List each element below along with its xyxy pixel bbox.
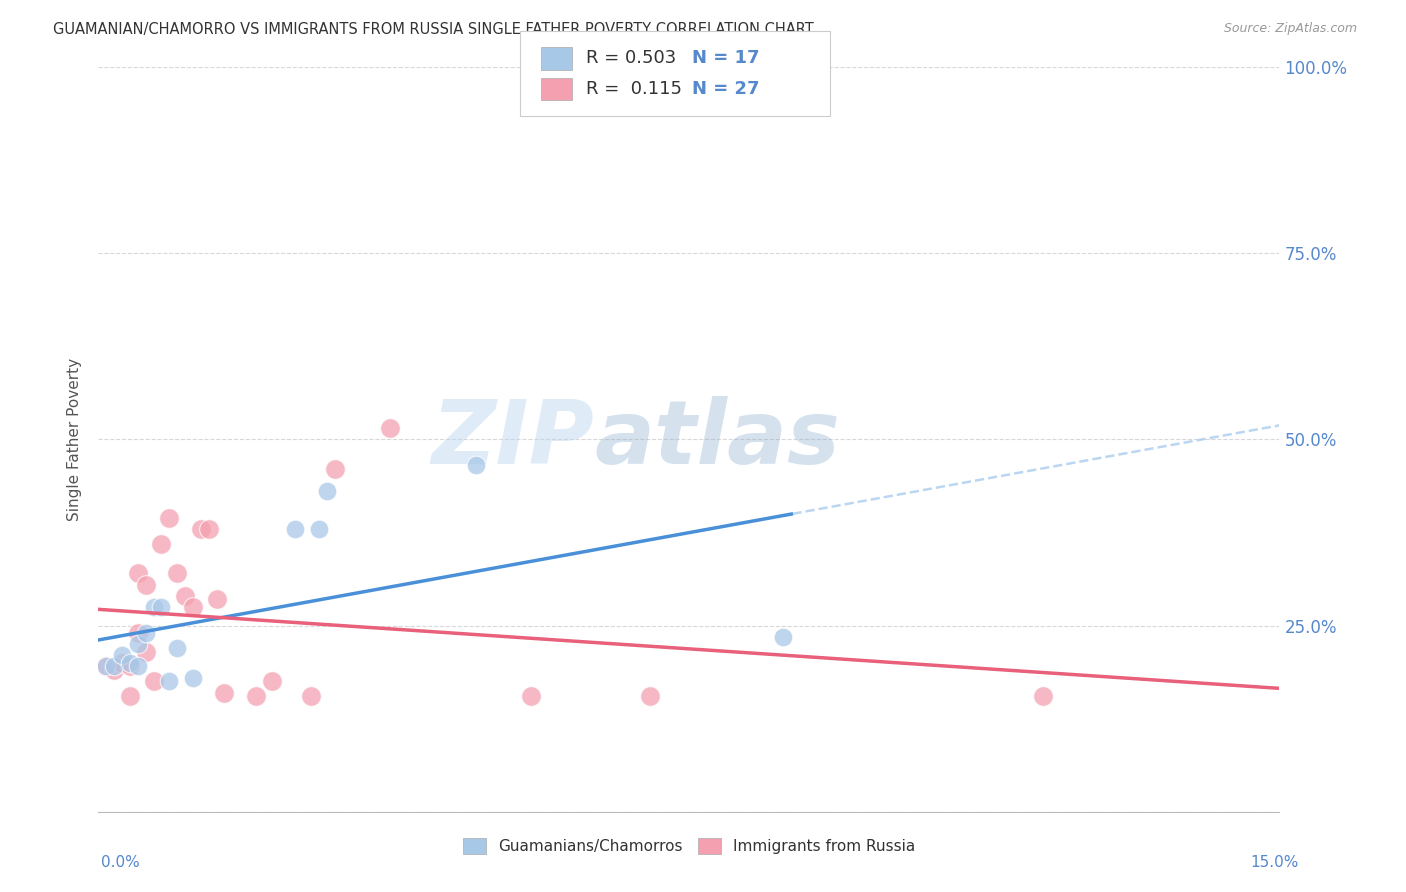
Point xyxy=(308,522,330,536)
Point xyxy=(772,630,794,644)
Point xyxy=(111,648,134,663)
Point xyxy=(103,659,125,673)
Point xyxy=(118,690,141,704)
Point xyxy=(245,690,267,704)
Text: GUAMANIAN/CHAMORRO VS IMMIGRANTS FROM RUSSIA SINGLE FATHER POVERTY CORRELATION C: GUAMANIAN/CHAMORRO VS IMMIGRANTS FROM RU… xyxy=(53,22,814,37)
Point xyxy=(96,659,118,673)
Text: atlas: atlas xyxy=(595,396,841,483)
Point xyxy=(157,510,180,524)
Point xyxy=(127,637,149,651)
Point xyxy=(520,690,543,704)
Point xyxy=(135,626,157,640)
Point xyxy=(127,626,149,640)
Point xyxy=(181,599,204,614)
Point xyxy=(166,566,188,581)
Point xyxy=(197,522,219,536)
Point xyxy=(315,484,337,499)
Point xyxy=(142,599,165,614)
Point xyxy=(150,599,173,614)
Point xyxy=(111,656,134,670)
Text: N = 27: N = 27 xyxy=(692,79,759,98)
Text: Source: ZipAtlas.com: Source: ZipAtlas.com xyxy=(1223,22,1357,36)
Point xyxy=(190,522,212,536)
Point xyxy=(135,577,157,591)
Y-axis label: Single Father Poverty: Single Father Poverty xyxy=(67,358,83,521)
Text: 0.0%: 0.0% xyxy=(101,855,141,870)
Point xyxy=(127,659,149,673)
Point xyxy=(638,690,661,704)
Point xyxy=(465,458,488,473)
Point xyxy=(214,685,236,699)
Legend: Guamanians/Chamorros, Immigrants from Russia: Guamanians/Chamorros, Immigrants from Ru… xyxy=(457,831,921,860)
Point xyxy=(157,674,180,689)
Point xyxy=(260,674,283,689)
Point xyxy=(181,671,204,685)
Point xyxy=(284,522,307,536)
Point xyxy=(103,663,125,677)
Point xyxy=(127,566,149,581)
Point xyxy=(1032,690,1054,704)
Point xyxy=(135,644,157,658)
Point xyxy=(96,659,118,673)
Point xyxy=(174,589,197,603)
Text: 15.0%: 15.0% xyxy=(1251,855,1299,870)
Point xyxy=(205,592,228,607)
Text: N = 17: N = 17 xyxy=(692,49,759,68)
Point xyxy=(118,656,141,670)
Text: R =  0.115: R = 0.115 xyxy=(586,79,682,98)
Point xyxy=(118,659,141,673)
Point xyxy=(150,536,173,550)
Point xyxy=(142,674,165,689)
Text: ZIP: ZIP xyxy=(432,396,595,483)
Text: R = 0.503: R = 0.503 xyxy=(586,49,676,68)
Point xyxy=(323,462,346,476)
Point xyxy=(299,690,322,704)
Point xyxy=(378,421,401,435)
Point xyxy=(166,640,188,655)
